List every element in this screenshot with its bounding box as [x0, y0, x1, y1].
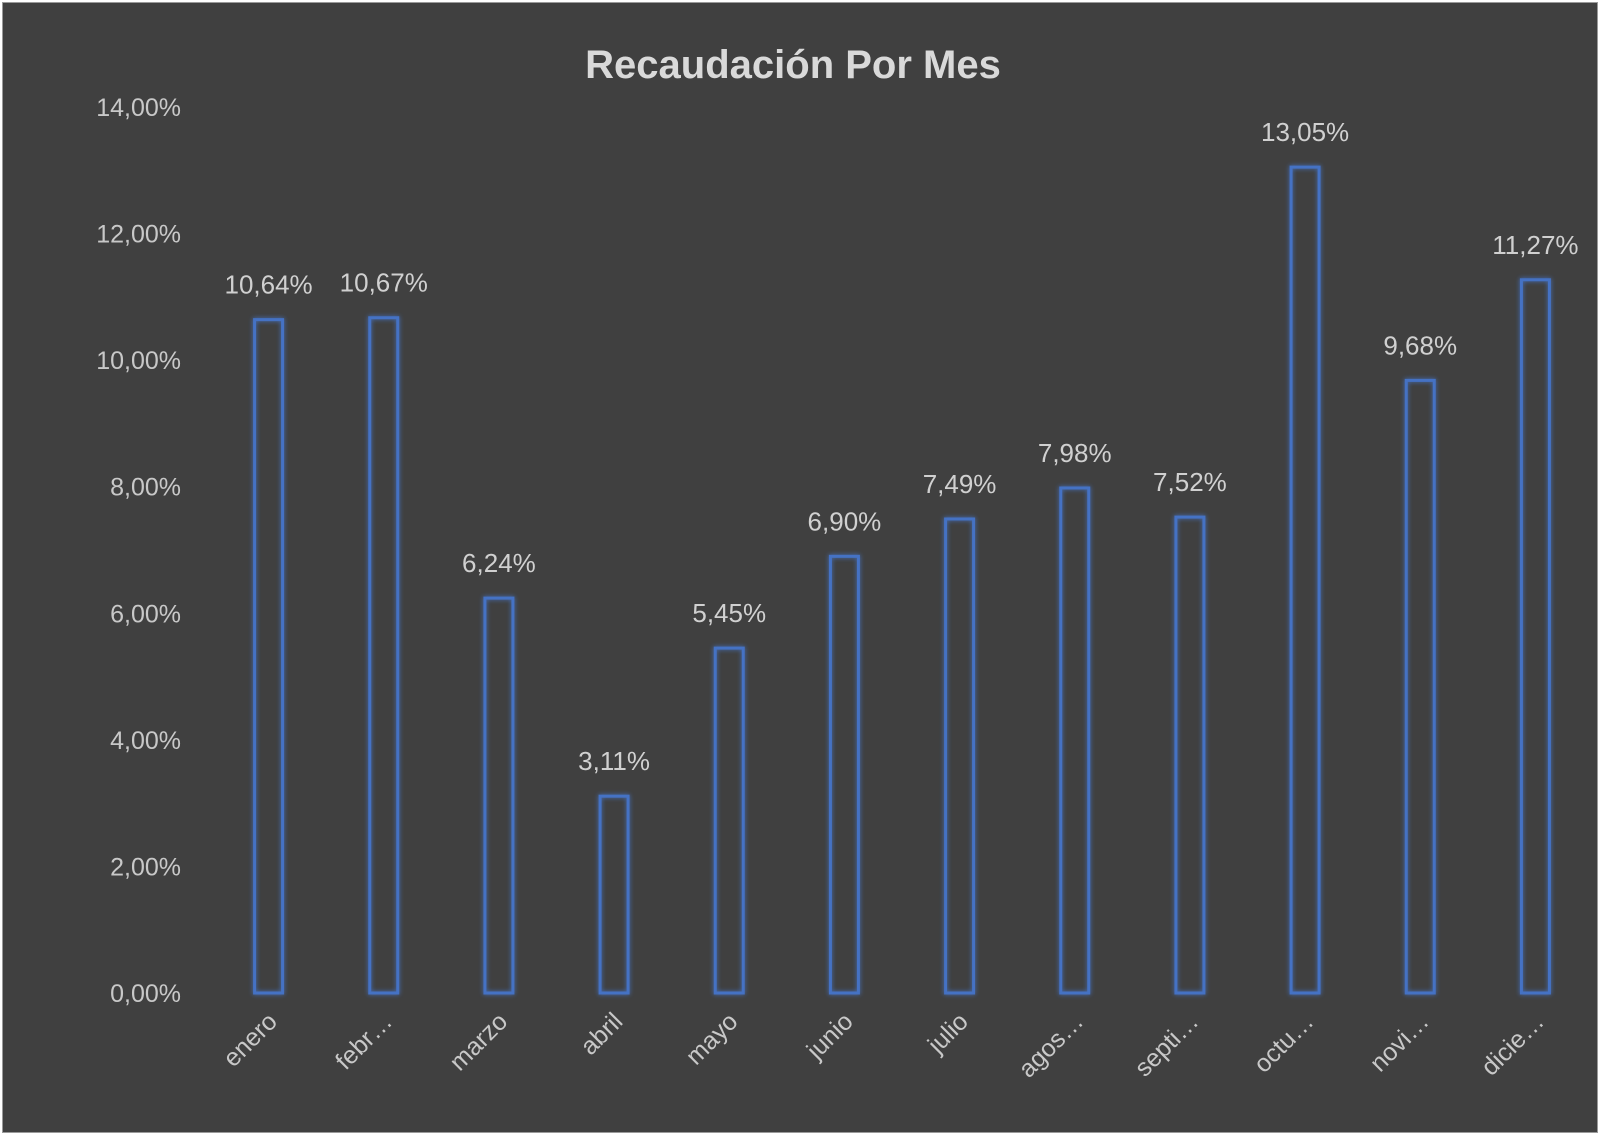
bar-mayo[interactable] — [713, 646, 745, 995]
x-tick-label: julio — [922, 1007, 974, 1059]
data-label: 6,24% — [462, 548, 536, 578]
x-tick-label: abril — [575, 1007, 628, 1060]
x-axis: enero febr… marzo abril mayo junio julio agos… s… — [218, 1007, 1550, 1083]
bar-septi[interactable] — [1174, 515, 1206, 995]
y-tick-label: 6,00% — [110, 600, 181, 628]
data-labels: 10,64% 10,67% 6,24% 3,11% 5,45% 6,90% 7,49% 7,9… — [224, 117, 1578, 776]
x-tick-label: agos… — [1013, 1007, 1089, 1083]
bar-febr[interactable] — [368, 316, 400, 995]
data-label: 10,67% — [340, 268, 428, 298]
x-tick-label: novi… — [1365, 1007, 1435, 1077]
y-tick-label: 2,00% — [110, 853, 181, 881]
y-tick-label: 10,00% — [96, 347, 181, 375]
x-tick-label: dicie… — [1476, 1007, 1550, 1081]
x-tick-label: marzo — [444, 1007, 513, 1076]
data-label: 3,11% — [578, 746, 650, 776]
data-label: 5,45% — [692, 598, 766, 628]
bar-octu[interactable] — [1289, 165, 1321, 995]
chart-title: Recaudación Por Mes — [585, 43, 1001, 87]
bar-junio[interactable] — [828, 554, 860, 995]
data-label: 9,68% — [1383, 330, 1457, 360]
data-label: 7,98% — [1038, 438, 1112, 468]
y-axis: 0,00% 2,00% 4,00% 6,00% 8,00% 10,00% 12,00% 14,… — [96, 94, 181, 1008]
y-tick-label: 12,00% — [96, 221, 181, 249]
y-tick-label: 0,00% — [110, 980, 181, 1008]
bars — [253, 165, 1551, 995]
x-tick-label: mayo — [680, 1007, 743, 1070]
data-label: 13,05% — [1261, 117, 1349, 147]
y-tick-label: 14,00% — [96, 94, 181, 122]
bar-agos[interactable] — [1059, 486, 1091, 995]
x-tick-label: febr… — [330, 1007, 398, 1075]
bar-marzo[interactable] — [483, 596, 515, 995]
bar-abril[interactable] — [598, 794, 630, 995]
bar-novi[interactable] — [1404, 378, 1436, 995]
x-tick-label: junio — [801, 1007, 859, 1065]
data-label: 7,52% — [1153, 467, 1227, 497]
bar-dicie[interactable] — [1519, 278, 1551, 995]
data-label: 6,90% — [808, 506, 882, 536]
data-label: 11,27% — [1492, 230, 1578, 260]
bar-julio[interactable] — [944, 517, 976, 995]
data-label: 10,64% — [224, 270, 312, 300]
bar-chart: Recaudación Por Mes 0,00% 2,00% 4,00% 6,00%… — [96, 43, 1578, 1083]
x-tick-label: septi… — [1129, 1007, 1204, 1082]
y-tick-label: 4,00% — [110, 727, 181, 755]
bar-enero[interactable] — [253, 318, 285, 995]
x-tick-label: enero — [218, 1007, 283, 1072]
y-tick-label: 8,00% — [110, 474, 181, 502]
x-tick-label: octu… — [1248, 1007, 1319, 1078]
data-label: 7,49% — [923, 469, 997, 499]
